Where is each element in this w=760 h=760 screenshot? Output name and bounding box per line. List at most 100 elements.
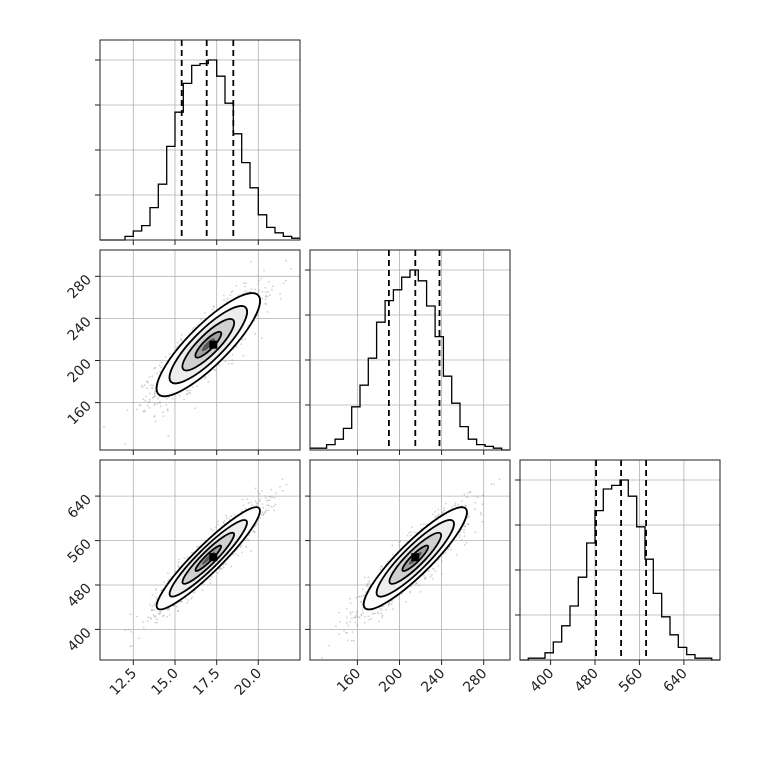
joint-param1-param3-point bbox=[150, 618, 153, 620]
joint-param2-param3-point bbox=[410, 585, 412, 588]
joint-param2-param3-point bbox=[399, 540, 402, 543]
joint-param1-param3-point bbox=[234, 552, 237, 555]
joint-param2-param3-point bbox=[423, 574, 425, 577]
joint-param1-param2-point bbox=[244, 290, 247, 293]
panel-hist-param2 bbox=[305, 249, 511, 455]
joint-param1-param3-point bbox=[266, 504, 269, 507]
joint-param1-param3-point bbox=[253, 530, 256, 533]
joint-param2-param3-point bbox=[387, 604, 390, 607]
joint-param1-param3-frame bbox=[99, 459, 301, 661]
joint-param1-param2-point bbox=[161, 411, 164, 413]
joint-param2-param3-point bbox=[377, 620, 380, 623]
joint-param1-param3-point bbox=[259, 517, 262, 520]
hist-param3-bin bbox=[628, 496, 636, 660]
joint-param2-param3-point bbox=[481, 503, 484, 506]
joint-param2-param3-point bbox=[398, 544, 401, 547]
joint-param1-param3-point bbox=[265, 497, 267, 500]
joint-param1-param2-point bbox=[175, 346, 178, 348]
joint-param2-param3-point bbox=[409, 590, 412, 593]
joint-param1-param3-point bbox=[255, 502, 258, 504]
hist-param1-histogram bbox=[100, 59, 300, 241]
joint-param2-param3-point bbox=[388, 602, 391, 605]
joint-param1-param2-point bbox=[167, 434, 170, 437]
joint-param2-param3-point bbox=[360, 601, 363, 603]
joint-param1-param2-point bbox=[261, 290, 264, 293]
joint-param1-param3-point bbox=[253, 531, 256, 534]
joint-param1-param2-point bbox=[180, 339, 183, 341]
joint-param2-param3-point bbox=[371, 613, 374, 615]
joint-param1-param3-point bbox=[262, 513, 265, 516]
joint-param1-param2-point bbox=[176, 341, 179, 344]
joint-param1-param3-point bbox=[155, 588, 158, 590]
hist-param3-bin bbox=[562, 626, 570, 660]
joint-param1-param2-point bbox=[152, 396, 154, 399]
joint-param2-param3-point bbox=[408, 531, 410, 534]
joint-param1-param3-point bbox=[211, 575, 214, 578]
joint-param1-param2-point bbox=[226, 297, 229, 300]
joint-param1-param2-point bbox=[153, 393, 156, 395]
joint-param1-param3-point bbox=[163, 581, 165, 583]
joint-param1-param2-point bbox=[244, 337, 247, 340]
joint-param1-param3-point bbox=[178, 558, 181, 561]
joint-param1-param3-point bbox=[186, 556, 189, 559]
joint-param1-param3-point bbox=[162, 614, 165, 617]
joint-param1-param2-point bbox=[212, 305, 215, 308]
hist-param2-bin bbox=[418, 281, 426, 450]
joint-param2-param3-point bbox=[442, 511, 444, 514]
joint-param1-param2-point bbox=[153, 415, 156, 417]
joint-param1-param3-point bbox=[301, 451, 303, 453]
joint-param1-param3-point bbox=[248, 534, 251, 537]
joint-param1-param3-point bbox=[240, 551, 243, 554]
joint-param1-param2-point bbox=[136, 408, 138, 411]
joint-param2-param3-point bbox=[467, 523, 470, 526]
joint-param1-param2-point bbox=[153, 392, 156, 394]
joint-param1-param2-point bbox=[166, 408, 169, 411]
joint-param2-param3-point bbox=[415, 582, 418, 585]
hist-param3-bin bbox=[670, 635, 678, 660]
joint-param1-param2-point bbox=[285, 259, 287, 262]
joint-param2-param3-point bbox=[347, 624, 350, 627]
joint-param2-param3-point bbox=[481, 494, 484, 497]
joint-param1-param2-point bbox=[126, 409, 129, 411]
joint-param2-param3-point bbox=[335, 625, 337, 628]
joint-param1-param3-point bbox=[223, 520, 226, 522]
joint-param1-param3-point bbox=[160, 589, 163, 592]
joint-param2-param3-plot-area bbox=[321, 478, 501, 659]
hist-param3-bin bbox=[553, 642, 561, 660]
joint-param1-param2-point bbox=[227, 362, 230, 365]
joint-param1-param2-point bbox=[230, 291, 233, 294]
hist-param3-bin bbox=[545, 653, 553, 660]
hist-param2-histogram bbox=[310, 269, 510, 451]
joint-param2-param3-point bbox=[338, 621, 341, 623]
joint-param1-param3-point bbox=[181, 600, 184, 603]
joint-param1-param2-point bbox=[204, 377, 206, 380]
joint-param2-param3-point bbox=[479, 511, 482, 514]
joint-param1-param3-point bbox=[154, 615, 157, 618]
joint-param2-param3-point bbox=[490, 483, 493, 486]
joint-param1-param2-point bbox=[171, 397, 174, 400]
hist-param3-histogram bbox=[520, 479, 720, 661]
hist-param3-bin bbox=[578, 577, 586, 660]
joint-param1-param2-point bbox=[143, 409, 146, 412]
joint-param2-param3-point bbox=[463, 544, 466, 546]
joint-param1-param3-point bbox=[262, 506, 265, 509]
joint-param1-param3-point bbox=[258, 500, 261, 503]
joint-param1-param2-point bbox=[246, 291, 249, 294]
joint-param1-param3-point bbox=[222, 521, 225, 523]
joint-param1-param3-point bbox=[264, 495, 267, 497]
joint-param2-param3-point bbox=[368, 580, 370, 582]
joint-param1-param3-point bbox=[201, 589, 204, 591]
joint-param2-param3-point bbox=[464, 525, 467, 528]
joint-param2-param3-point bbox=[443, 509, 446, 512]
joint-param1-param2-point bbox=[154, 395, 157, 398]
joint-param2-param3-point bbox=[354, 615, 357, 618]
joint-param2-param3-point bbox=[469, 491, 472, 494]
joint-param2-param3-point bbox=[423, 578, 426, 580]
joint-param1-param3-point bbox=[228, 518, 231, 521]
joint-param2-param3-point bbox=[434, 510, 437, 513]
joint-param1-param3-point bbox=[167, 572, 169, 574]
joint-param2-param3-xtick-label: 240 bbox=[418, 666, 448, 696]
joint-param2-param3-point bbox=[355, 611, 358, 614]
joint-param1-param2-point bbox=[217, 363, 220, 366]
joint-param2-param3-point bbox=[381, 565, 383, 568]
